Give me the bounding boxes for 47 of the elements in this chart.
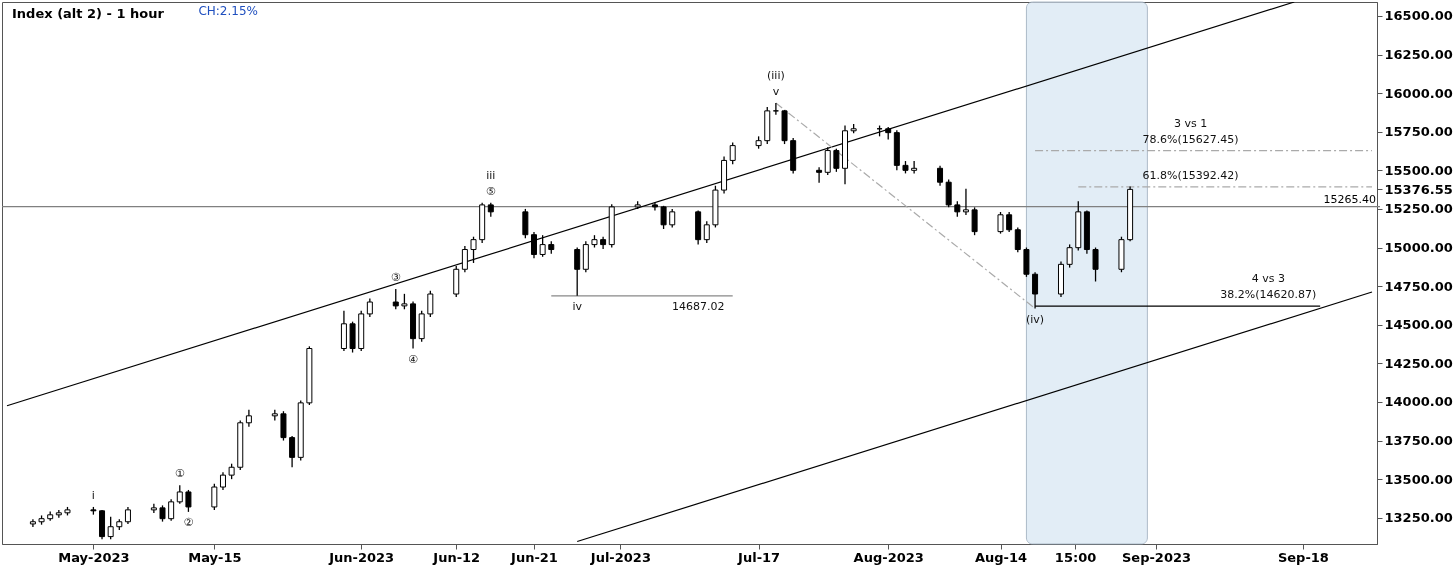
- y-tick-label: 15500.00: [1384, 162, 1453, 178]
- annotation: ④: [408, 352, 419, 366]
- chart-subtitle: CH:2.15%: [198, 4, 258, 18]
- y-tick-label: 13750.00: [1384, 433, 1453, 449]
- annotation: 3 vs 1: [1173, 116, 1208, 130]
- annotation: ③: [390, 271, 401, 285]
- y-tick-label: 15250.00: [1384, 201, 1453, 217]
- annotation: 78.6%(15627.45): [1142, 132, 1239, 146]
- annotation: v: [772, 84, 780, 98]
- y-tick-label: 14000.00: [1384, 394, 1453, 410]
- x-tick-label: Aug-2023: [853, 549, 924, 565]
- annotation: (iv): [1025, 312, 1045, 326]
- x-tick-label: May-2023: [58, 549, 130, 565]
- y-tick-label: 16250.00: [1384, 47, 1453, 62]
- annotation: i: [91, 488, 95, 502]
- annotation: ①: [174, 467, 185, 481]
- x-tick-label: Jun-21: [510, 549, 558, 565]
- x-tick-label: Sep-2023: [1121, 549, 1192, 565]
- y-tick-label: 16500.00: [1384, 8, 1453, 24]
- chart-title: Index (alt 2) - 1 hour: [12, 6, 165, 21]
- annotation: 14687.02: [671, 299, 725, 313]
- x-tick-label: 15:00: [1054, 549, 1097, 565]
- x-tick-label: Jun-12: [432, 549, 481, 565]
- annotation: ⑤: [485, 184, 496, 198]
- annotation: 61.8%(15392.42): [1142, 168, 1239, 182]
- y-tick-label: 15750.00: [1384, 124, 1453, 140]
- y-tick-label: 15376.55: [1384, 181, 1453, 197]
- annotation: iii: [486, 168, 496, 182]
- annotation: (iii): [767, 68, 785, 82]
- y-tick-label: 16000.00: [1384, 85, 1453, 101]
- x-tick-label: Jul-17: [737, 549, 781, 565]
- annotation: ②: [183, 515, 194, 529]
- y-tick-label: 15000.00: [1384, 240, 1453, 256]
- x-tick-label: Aug-14: [974, 549, 1028, 565]
- y-tick-label: 13500.00: [1384, 471, 1453, 487]
- y-tick-label: 13250.00: [1384, 510, 1453, 526]
- y-tick-label: 14250.00: [1384, 355, 1453, 371]
- x-tick-label: Jul-2023: [589, 549, 651, 565]
- ref-line-label: 15265.40: [1323, 192, 1376, 206]
- x-tick-label: Sep-18: [1277, 549, 1329, 565]
- annotation: 4 vs 3: [1251, 272, 1285, 286]
- y-tick-label: 14500.00: [1384, 317, 1453, 333]
- y-tick-label: 14750.00: [1384, 278, 1453, 294]
- x-tick-label: May-15: [188, 549, 242, 565]
- annotation: 38.2%(14620.87): [1220, 288, 1317, 302]
- x-tick-label: Jun-2023: [328, 549, 395, 565]
- annotation: iv: [572, 299, 583, 313]
